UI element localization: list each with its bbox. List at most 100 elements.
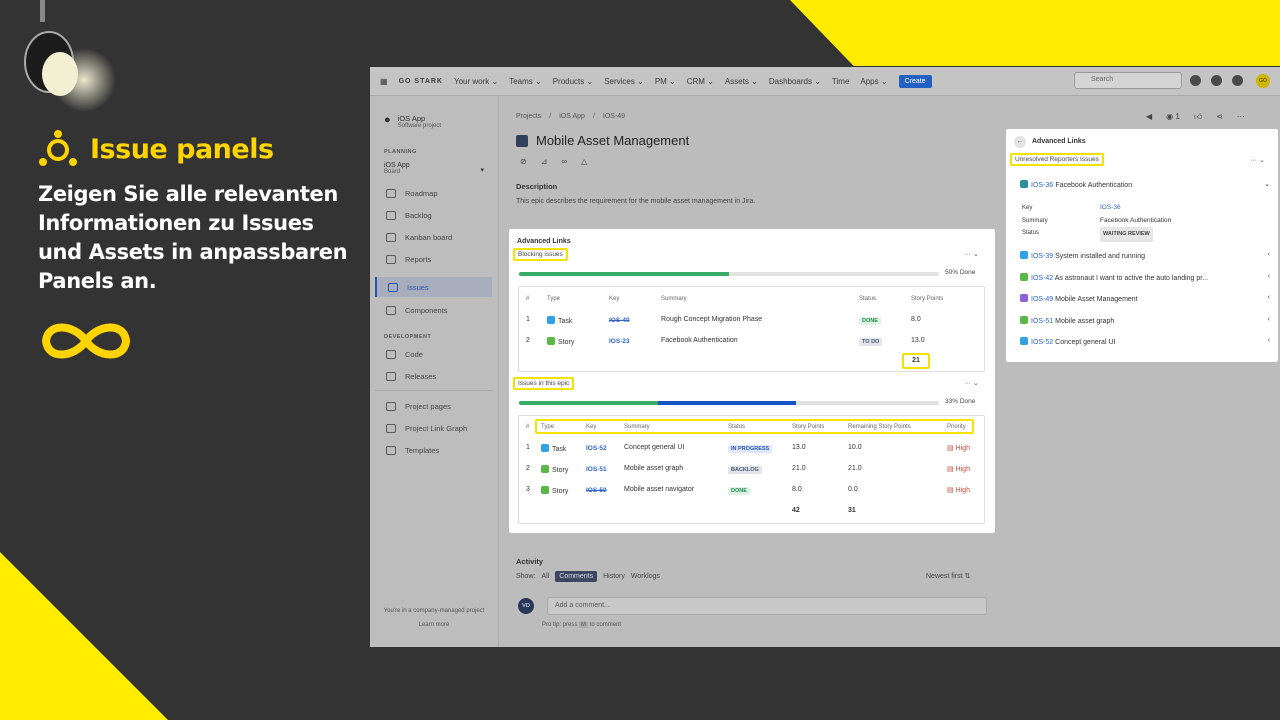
attach-icon[interactable]: ⊘ [520, 157, 527, 166]
show-label: Show: [516, 573, 536, 580]
sidebar-item-templates[interactable]: Templates [384, 440, 492, 460]
list-item[interactable]: IOS-52 Concept general UI ‹ [1020, 337, 1270, 359]
chevron-left-icon[interactable]: ‹ [1267, 315, 1270, 323]
issue-key-link[interactable]: IOS-52 [586, 445, 607, 452]
story-icon [547, 337, 555, 345]
chevron-left-icon[interactable]: ‹ [1267, 294, 1270, 301]
sort-toggle[interactable]: Newest first ⇅ [926, 573, 971, 580]
breadcrumb-projects[interactable]: Projects [516, 113, 542, 120]
issue-key-link[interactable]: IOS-36 [1031, 182, 1054, 189]
list-item[interactable]: IOS-42 As astronaut I want to active the… [1020, 272, 1270, 295]
app-switcher-icon[interactable]: ▦ [380, 76, 388, 86]
remaining-points-cell: 10.0 [848, 444, 862, 451]
issue-key-link[interactable]: IOS-50 [586, 487, 607, 494]
share-icon[interactable]: ⋖ [1216, 112, 1223, 121]
issue-key-link[interactable]: IOS-42 [1031, 274, 1054, 282]
settings-icon[interactable] [1232, 75, 1243, 86]
project-header[interactable]: ● iOS App Software project [384, 114, 441, 129]
field-value-key[interactable]: IOS-36 [1100, 204, 1121, 211]
chevron-left-icon[interactable]: ‹ [1267, 272, 1270, 280]
help-icon[interactable] [1211, 75, 1222, 86]
nav-assets[interactable]: Assets ⌄ [724, 76, 758, 86]
unresolved-issues-label[interactable]: Unresolved Reporters Issues [1010, 153, 1104, 166]
tab-comments[interactable]: Comments [555, 571, 598, 582]
create-button[interactable]: Create [898, 74, 932, 88]
issue-key-link[interactable]: IOS-23 [609, 338, 630, 345]
list-item[interactable]: IOS-49 Mobile Asset Management ‹ [1020, 294, 1270, 316]
yellow-corner-top [790, 0, 1280, 66]
blocking-issues-label[interactable]: Blocking issues [513, 248, 568, 261]
nav-time[interactable]: Time [831, 76, 850, 86]
issue-key-link[interactable]: IOS-39 [1031, 253, 1054, 260]
story-points-cell: 8.0 [911, 316, 921, 323]
type-label: Task [558, 318, 573, 325]
list-item[interactable]: IOS-39 System installed and running ‹ [1020, 251, 1270, 273]
column-header: Priority [947, 424, 966, 430]
tab-all[interactable]: All [541, 573, 550, 580]
hero-heading: Issue panels [38, 130, 274, 168]
issue-key-link[interactable]: IOS-40 [609, 317, 630, 324]
tab-worklogs[interactable]: Worklogs [630, 573, 660, 580]
sidebar-item-roadmap[interactable]: Roadmap [384, 183, 492, 203]
chevron-down-icon[interactable]: ⌄ [1264, 181, 1270, 188]
nav-services[interactable]: Services ⌄ [604, 76, 644, 86]
breadcrumb-issue[interactable]: IOS-49 [602, 113, 626, 120]
sidebar-item-reports[interactable]: Reports [384, 249, 492, 269]
tip-text: Pro tip: press [542, 622, 578, 628]
brand-logo[interactable]: GO STARK [398, 77, 443, 85]
sidebar-item-project-pages[interactable]: Project pages [384, 396, 492, 416]
description-text[interactable]: This epic describes the requirement for … [516, 198, 756, 205]
nav-pm[interactable]: PM ⌄ [654, 76, 676, 86]
nav-your-work[interactable]: Your work ⌄ [454, 76, 499, 86]
more-icon[interactable]: ··· [1236, 112, 1245, 121]
notifications-icon[interactable] [1190, 75, 1201, 86]
column-header: Story Points [911, 296, 944, 302]
list-item[interactable]: IOS-51 Mobile asset graph ‹ [1020, 315, 1270, 338]
epic-issues-label[interactable]: Issues in this epic [513, 377, 575, 390]
chevron-left-icon[interactable]: ‹ [1267, 337, 1270, 344]
nav-apps[interactable]: Apps ⌄ [860, 76, 888, 86]
issue-key-link[interactable]: IOS-51 [586, 466, 607, 473]
sidebar-item-code[interactable]: Code [384, 344, 492, 364]
sidebar-item-components[interactable]: Components [384, 300, 492, 320]
nav-crm[interactable]: CRM ⌄ [686, 76, 714, 86]
user-avatar[interactable]: GO [1256, 74, 1270, 88]
issue-key-link[interactable]: IOS-49 [1031, 296, 1054, 303]
comment-input[interactable]: Add a comment... [547, 597, 987, 615]
issue-key-link[interactable]: IOS-52 [1031, 339, 1054, 346]
app-icon[interactable]: △ [581, 157, 588, 166]
nav-dashboards[interactable]: Dashboards ⌄ [768, 76, 821, 86]
story-points-cell: 8.0 [792, 486, 802, 493]
back-arrow-icon[interactable]: ← [1014, 136, 1026, 148]
nav-products[interactable]: Products ⌄ [552, 76, 594, 86]
announce-icon[interactable]: ◀ [1146, 112, 1153, 121]
child-issue-icon[interactable]: ⊿ [540, 157, 548, 166]
more-options-icon[interactable]: ··· ⌄ [964, 380, 979, 387]
board-selector[interactable]: iOS App Board ▾ [384, 162, 484, 175]
link-icon[interactable]: ∞ [561, 157, 568, 166]
nav-teams[interactable]: Teams ⌄ [509, 76, 542, 86]
more-options-icon[interactable]: ··· ⌄ [964, 251, 979, 258]
learn-more-link[interactable]: Learn more [418, 622, 450, 628]
like-icon[interactable]: 👍︎ [1193, 112, 1203, 121]
description-label: Description [516, 182, 558, 191]
summary-cell: Rough Concept Migration Phase [661, 316, 763, 323]
sidebar-item-link-graph[interactable]: Project Link Graph [384, 418, 492, 438]
more-options-icon[interactable]: ··· ⌄ [1250, 157, 1265, 164]
search-input[interactable]: Search [1074, 72, 1182, 89]
sidebar-item-kanban[interactable]: Kanban board [384, 227, 492, 247]
sidebar-item-backlog[interactable]: Backlog [384, 205, 492, 225]
expanded-issue[interactable]: IOS-36 Facebook Authentication ⌄ [1020, 180, 1270, 189]
tab-history[interactable]: History [603, 573, 625, 580]
sidebar-item-issues[interactable]: Issues [375, 277, 492, 297]
sidebar-item-releases[interactable]: Releases [384, 366, 492, 386]
chart-icon [386, 254, 396, 264]
chevron-left-icon[interactable]: ‹ [1267, 251, 1270, 258]
issue-key-link[interactable]: IOS-51 [1031, 317, 1054, 325]
issue-title-text[interactable]: Mobile Asset Management [536, 133, 690, 148]
field-values: IOS-36 Facebook Authentication WAITING R… [1100, 202, 1171, 242]
breadcrumb-project[interactable]: iOS App [559, 113, 585, 120]
yellow-corner-bottom [0, 552, 168, 720]
status-badge: TO DO [859, 338, 883, 346]
watch-icon[interactable]: ◉ 1 [1166, 112, 1180, 121]
